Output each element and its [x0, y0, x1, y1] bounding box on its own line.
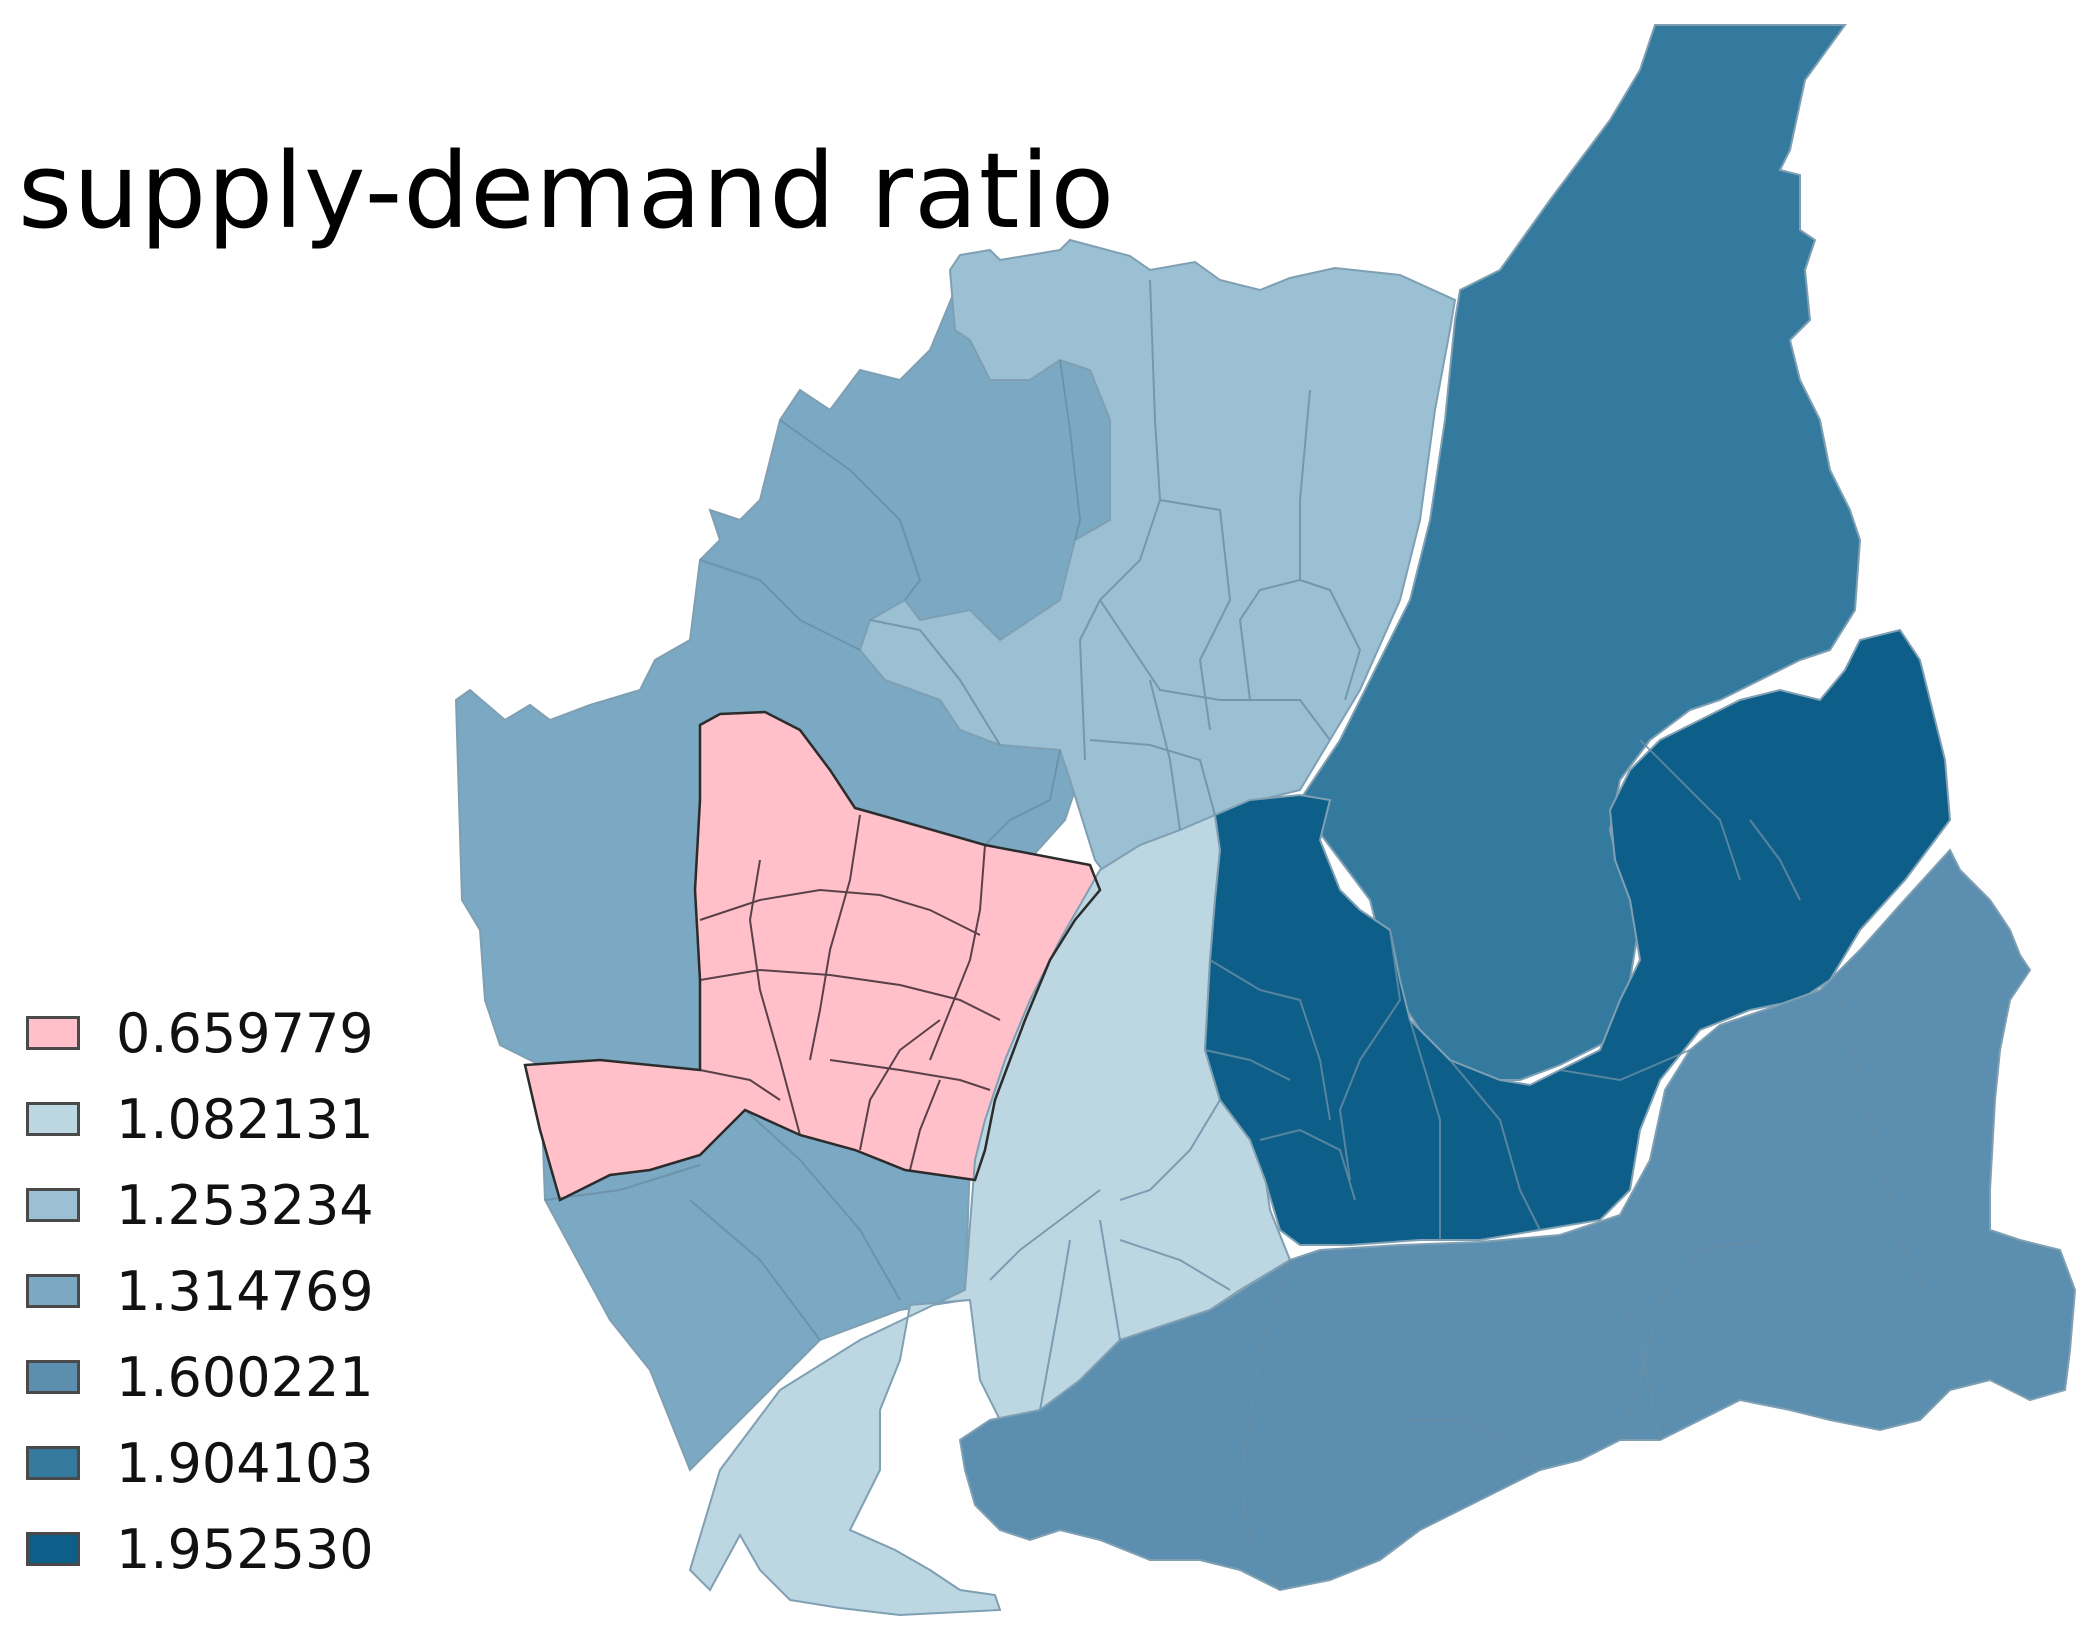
legend-item: 1.952530 — [26, 1506, 374, 1592]
legend-swatch — [26, 1532, 80, 1566]
legend-swatch — [26, 1446, 80, 1480]
pink-district-borders — [699, 814, 1001, 1171]
legend-label: 1.253234 — [116, 1173, 374, 1237]
legend-label: 1.904103 — [116, 1431, 374, 1495]
region-south-east — [958, 848, 2077, 1592]
legend-item: 1.314769 — [26, 1248, 374, 1334]
legend-item: 1.253234 — [26, 1162, 374, 1248]
outer-border — [523, 710, 1102, 1202]
legend-label: 0.659779 — [116, 1001, 374, 1065]
region-east-center — [1203, 628, 1952, 1246]
district-borders — [544, 279, 1931, 1591]
map-legend: 0.659779 1.082131 1.253234 1.314769 1.60… — [26, 990, 374, 1592]
legend-swatch — [26, 1102, 80, 1136]
map-title: supply-demand ratio — [18, 130, 1116, 252]
legend-label: 1.600221 — [116, 1345, 374, 1409]
legend-label: 1.314769 — [116, 1259, 374, 1323]
legend-swatch — [26, 1016, 80, 1050]
legend-swatch — [26, 1274, 80, 1308]
legend-item: 1.904103 — [26, 1420, 374, 1506]
legend-item: 1.082131 — [26, 1076, 374, 1162]
legend-swatch — [26, 1360, 80, 1394]
legend-item: 1.600221 — [26, 1334, 374, 1420]
legend-label: 1.952530 — [116, 1517, 374, 1581]
legend-label: 1.082131 — [116, 1087, 374, 1151]
legend-swatch — [26, 1188, 80, 1222]
legend-item: 0.659779 — [26, 990, 374, 1076]
